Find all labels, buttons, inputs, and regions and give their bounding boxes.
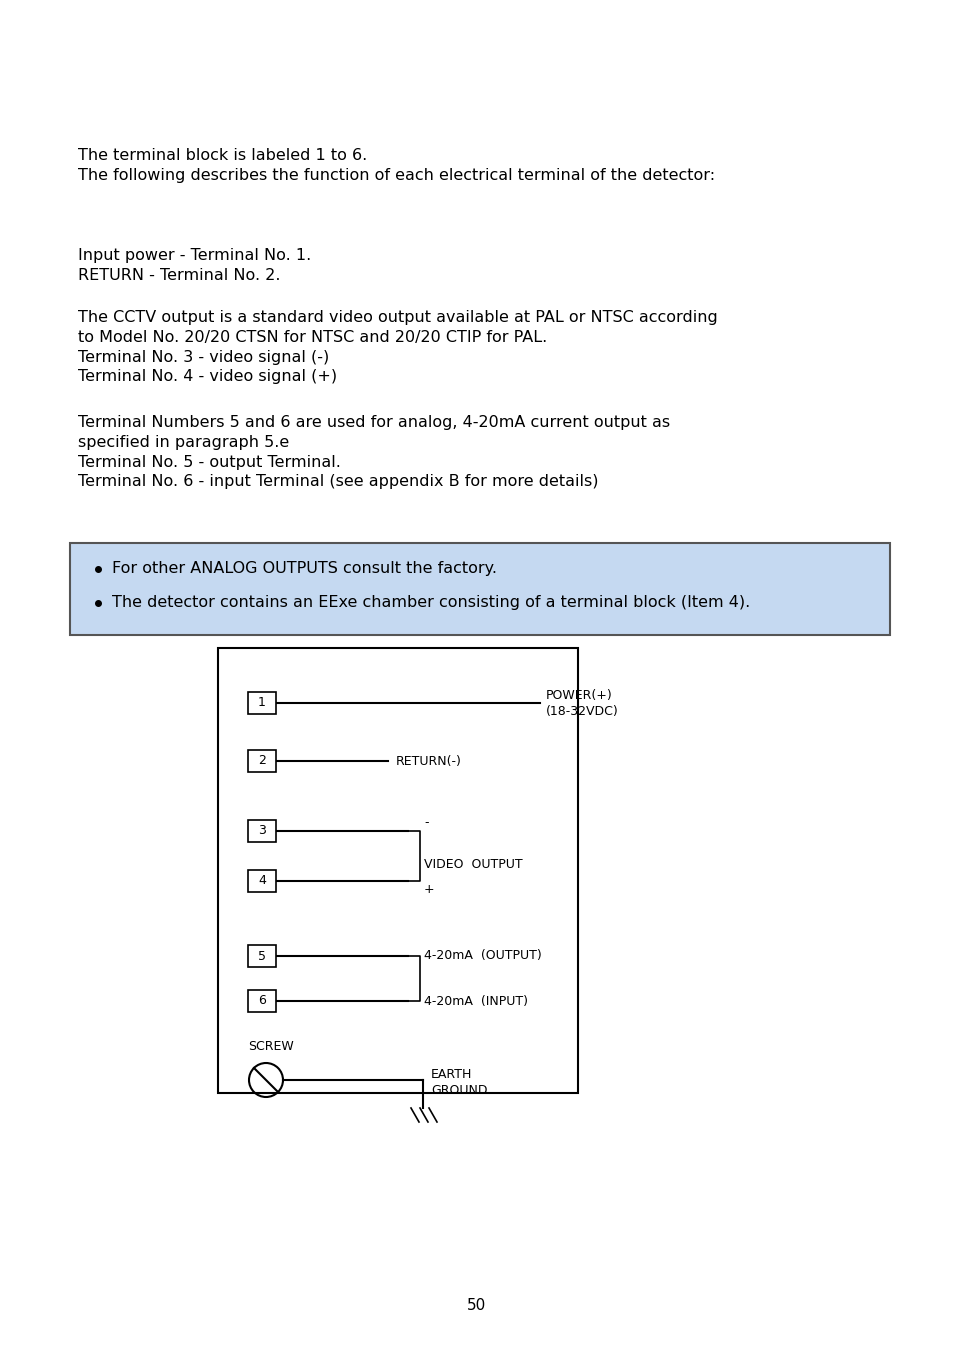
Text: The terminal block is labeled 1 to 6.
The following describes the function of ea: The terminal block is labeled 1 to 6. Th…: [78, 149, 715, 182]
Bar: [248, 944, 275, 967]
Bar: [248, 870, 275, 892]
Text: 3: 3: [258, 824, 266, 838]
Text: For other ANALOG OUTPUTS consult the factory.: For other ANALOG OUTPUTS consult the fac…: [112, 561, 497, 576]
Text: 5: 5: [257, 950, 266, 962]
Bar: [70, 543, 889, 635]
Text: POWER(+): POWER(+): [545, 689, 612, 703]
Text: Terminal Numbers 5 and 6 are used for analog, 4-20mA current output as
specified: Terminal Numbers 5 and 6 are used for an…: [78, 415, 669, 489]
Text: 6: 6: [258, 994, 266, 1008]
Bar: [248, 990, 275, 1012]
Text: VIDEO  OUTPUT: VIDEO OUTPUT: [423, 858, 522, 870]
Bar: [248, 750, 275, 771]
Text: Input power - Terminal No. 1.
RETURN - Terminal No. 2.: Input power - Terminal No. 1. RETURN - T…: [78, 249, 311, 282]
Text: 4-20mA  (OUTPUT): 4-20mA (OUTPUT): [423, 950, 541, 962]
Text: +: +: [423, 884, 435, 896]
Text: SCREW: SCREW: [248, 1039, 294, 1052]
Text: -: -: [423, 816, 428, 830]
Bar: [218, 648, 578, 1093]
Bar: [248, 692, 275, 713]
Text: EARTH: EARTH: [431, 1069, 472, 1082]
Text: The CCTV output is a standard video output available at PAL or NTSC according
to: The CCTV output is a standard video outp…: [78, 309, 717, 385]
Text: 50: 50: [467, 1297, 486, 1313]
Text: GROUND: GROUND: [431, 1085, 487, 1097]
Text: 2: 2: [258, 754, 266, 767]
Text: RETURN(-): RETURN(-): [395, 754, 461, 767]
Text: 4: 4: [258, 874, 266, 888]
Text: 1: 1: [258, 697, 266, 709]
Text: The detector contains an EExe chamber consisting of a terminal block (Item 4).: The detector contains an EExe chamber co…: [112, 594, 749, 609]
Text: (18-32VDC): (18-32VDC): [545, 705, 618, 719]
Text: 4-20mA  (INPUT): 4-20mA (INPUT): [423, 994, 527, 1008]
Bar: [248, 820, 275, 842]
